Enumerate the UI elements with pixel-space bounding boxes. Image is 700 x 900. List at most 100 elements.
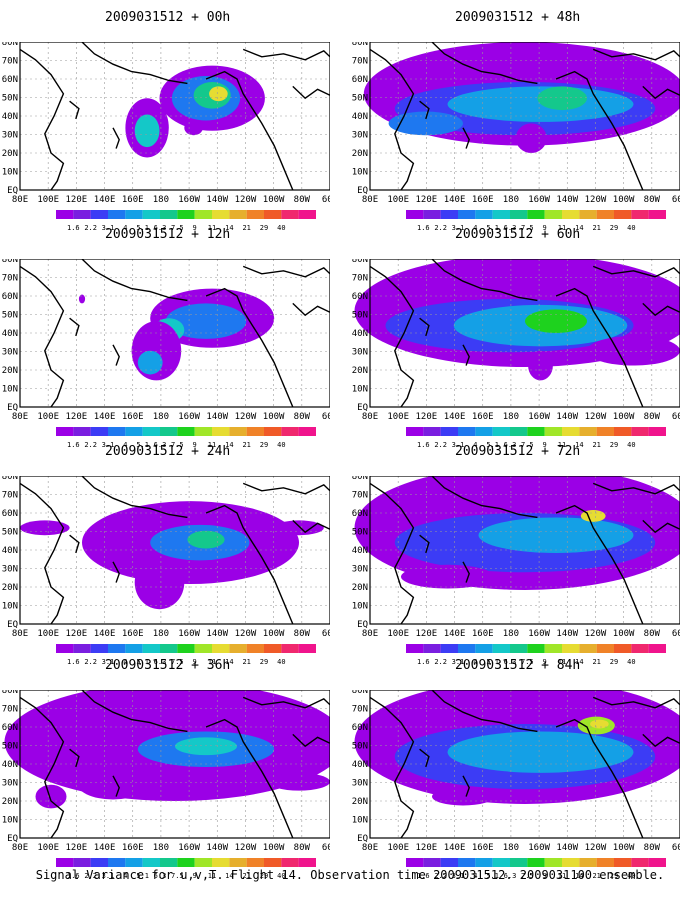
colorbar-swatch (298, 644, 316, 653)
colorbar-swatch (596, 858, 614, 867)
map-panel: EQ 10N 20N 30N 40N 50N 60N 70N 80N 80E 100E 120E 140… (352, 259, 680, 422)
lat-tick-label: 50N (352, 94, 368, 104)
lat-tick-label: 70N (2, 57, 18, 67)
variance-contour (209, 86, 228, 102)
colorbar-swatch (440, 210, 458, 219)
colorbar-swatch (298, 427, 316, 436)
colorbar-swatch (125, 210, 143, 219)
lat-tick-label: 60N (352, 292, 368, 302)
colorbar-label: 9 (543, 441, 547, 449)
colorbar-swatch (194, 858, 212, 867)
lon-tick-label: 100E (37, 629, 59, 639)
colorbar-label: 3.1 (452, 872, 465, 880)
lat-tick-label: EQ (357, 186, 368, 196)
colorbar-swatch (475, 427, 493, 436)
colorbar-swatch (406, 644, 424, 653)
lat-tick-label: 10N (2, 602, 18, 612)
lon-tick-label: 160W (528, 629, 550, 639)
map-panel: EQ 10N 20N 30N 40N 50N 60N 70N 80N 80E 100E 120E 140… (352, 690, 680, 853)
colorbar-label: 14 (575, 872, 583, 880)
colorbar-label: 5.1 (136, 441, 149, 449)
coastline (112, 344, 120, 366)
lon-tick-label: 100W (613, 412, 635, 422)
lat-tick-label: 10N (2, 816, 18, 826)
coastline (369, 265, 415, 408)
colorbar-swatch (90, 210, 108, 219)
colorbar-swatch (458, 858, 476, 867)
colorbar-swatch (108, 858, 126, 867)
colorbar-label: 3.1 (102, 872, 115, 880)
colorbar-label: 5.1 (486, 224, 499, 232)
lon-tick-label: 60W (672, 629, 680, 639)
lat-tick-label: 60N (2, 75, 18, 85)
colorbar-label: 6.3 (154, 658, 167, 666)
lat-tick-label: EQ (7, 834, 18, 844)
colorbar-swatch (298, 858, 316, 867)
colorbar-label: 21 (242, 441, 250, 449)
lat-tick-label: 80N (2, 42, 18, 48)
lat-tick-label: 50N (352, 742, 368, 752)
colorbar-swatch (527, 858, 545, 867)
lon-tick-label: 80W (644, 412, 661, 422)
colorbar-label: 40 (627, 441, 635, 449)
coastline (431, 42, 538, 85)
colorbar-label: 9 (543, 872, 547, 880)
colorbar-swatch (177, 644, 195, 653)
colorbar-swatch (264, 210, 282, 219)
variance-contour (478, 517, 634, 553)
lon-tick-label: 120W (585, 843, 607, 853)
variance-contour (137, 350, 163, 375)
colorbar-label: 4 (473, 872, 477, 880)
lon-tick-label: 160W (178, 195, 200, 205)
lon-tick-label: 100E (387, 195, 409, 205)
colorbar-swatch (423, 644, 441, 653)
colorbar-label: 1.6 (417, 658, 430, 666)
colorbar-swatch (108, 427, 126, 436)
colorbar-label: 4 (123, 658, 127, 666)
coastline (555, 287, 644, 408)
colorbar-label: 1.6 (417, 441, 430, 449)
colorbar-swatch (562, 210, 580, 219)
colorbar: 1.6 2.2 3.1 4 5.1 6.3 7.5 9 11 14 21 29 40 (406, 427, 666, 449)
colorbar-label: 11 (208, 224, 216, 232)
colorbar-swatch (160, 644, 178, 653)
panel-title: 2009031512 + 36h (105, 658, 231, 673)
colorbar-swatch (648, 210, 666, 219)
lon-tick-label: 180 (153, 412, 169, 422)
map-panel: EQ 10N 20N 30N 40N 50N 60N 70N 80N 80E 100E 120E 140… (2, 42, 330, 205)
colorbar-swatch (90, 644, 108, 653)
colorbar-label: 21 (242, 224, 250, 232)
lon-tick-label: 180 (153, 843, 169, 853)
map-panel: EQ 10N 20N 30N 40N 50N 60N 70N 80N 80E 100E 120E 140… (2, 690, 330, 853)
lon-tick-label: 120E (416, 412, 438, 422)
lon-tick-label: 140E (444, 412, 466, 422)
coastline (642, 85, 680, 100)
colorbar-label: 9 (193, 441, 197, 449)
lat-tick-label: 60N (2, 723, 18, 733)
lat-tick-label: 20N (2, 366, 18, 376)
lon-tick-label: 180 (153, 629, 169, 639)
colorbar-swatch (544, 427, 562, 436)
lat-tick-label: EQ (357, 834, 368, 844)
colorbar-swatch (562, 858, 580, 867)
colorbar-swatch (212, 427, 230, 436)
lon-tick-label: 160W (178, 412, 200, 422)
lat-tick-label: 40N (352, 546, 368, 556)
colorbar-label: 40 (277, 872, 285, 880)
colorbar-swatch (229, 427, 247, 436)
colorbar-swatch (544, 210, 562, 219)
lon-tick-label: 140E (94, 843, 116, 853)
colorbar-label: 7.5 (521, 658, 534, 666)
lon-tick-label: 60W (672, 843, 680, 853)
lat-tick-label: 30N (352, 131, 368, 141)
colorbar-label: 9 (193, 658, 197, 666)
lat-tick-label: 70N (352, 274, 368, 284)
lat-tick-label: 50N (2, 311, 18, 321)
colorbar-label: 3.1 (102, 658, 115, 666)
lon-tick-label: 100E (37, 195, 59, 205)
lon-tick-label: 140E (444, 629, 466, 639)
variance-contour (401, 564, 494, 589)
colorbar-label: 11 (558, 658, 566, 666)
colorbar-label: 2.2 (434, 441, 447, 449)
coastline (431, 476, 538, 519)
